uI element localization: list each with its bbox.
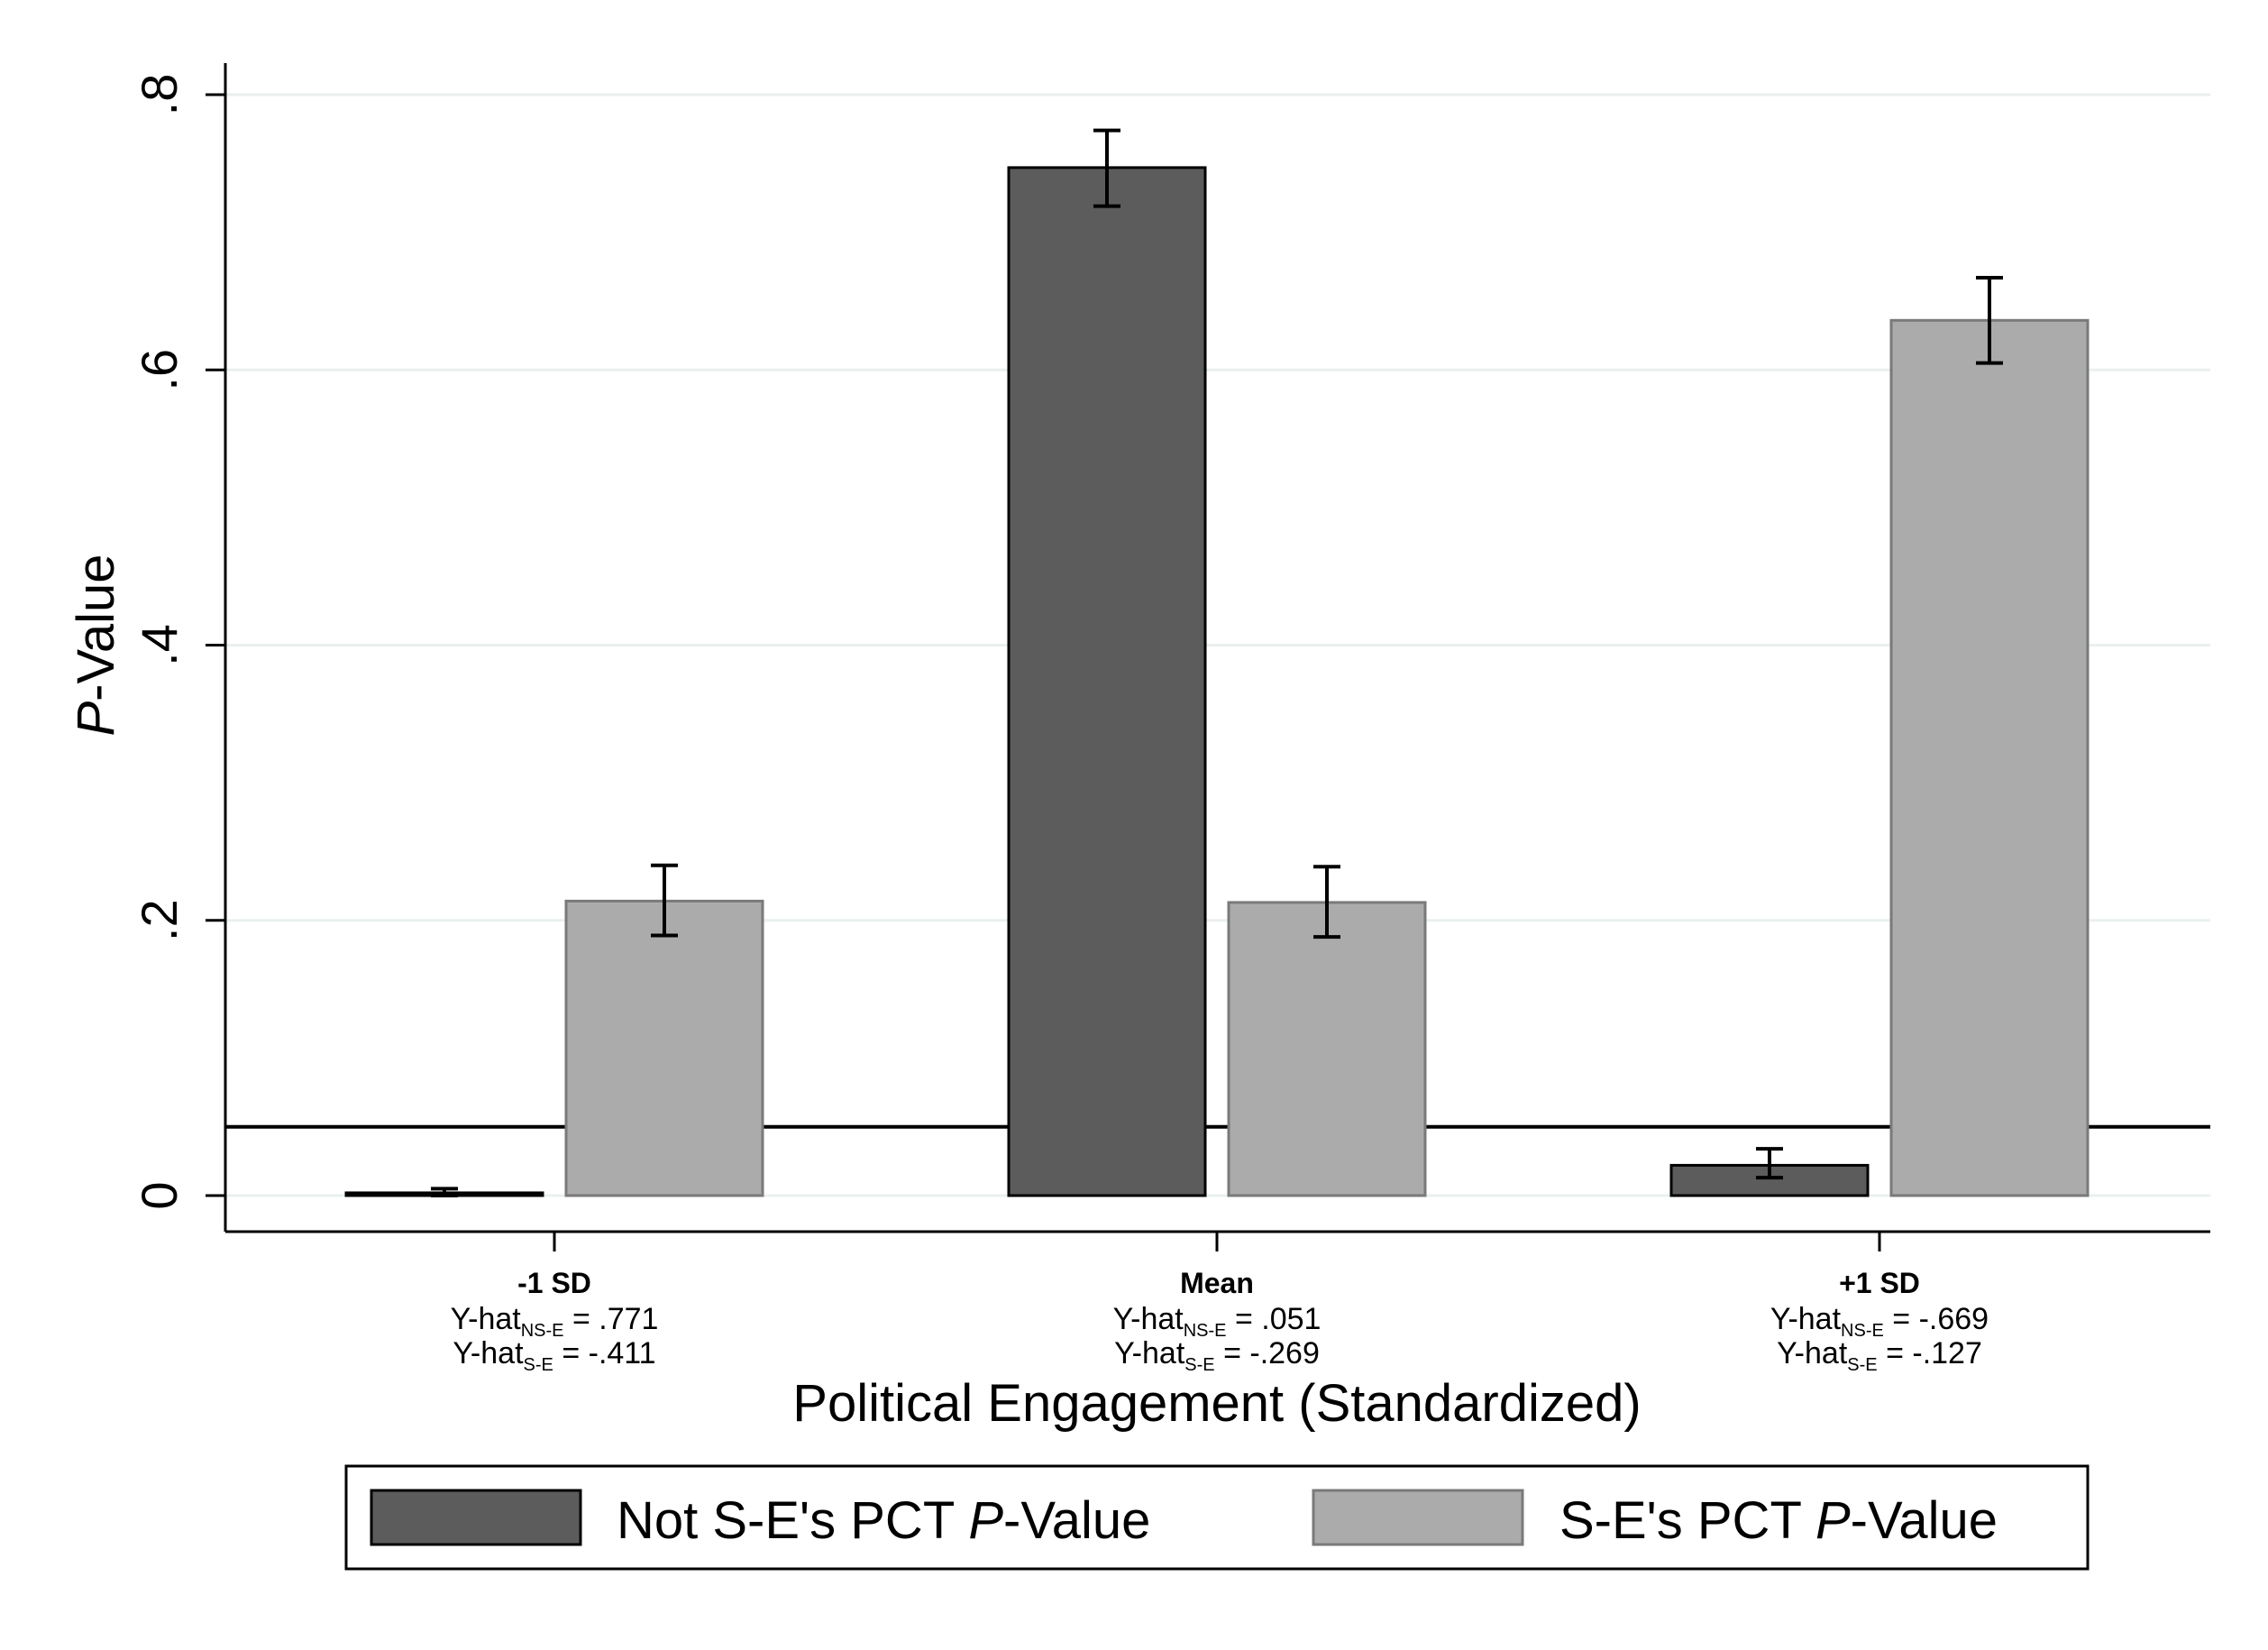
legend-label-not-se: Not S-E's PCT P-Value <box>617 1491 1150 1550</box>
legend-label-not-se-pre: Not S-E's PCT <box>617 1491 968 1550</box>
x-category-label: +1 SD <box>1839 1267 1920 1299</box>
x-category-note-ns-e-sub: NS-E <box>1841 1321 1884 1341</box>
bar <box>1889 318 2090 1197</box>
x-category-note-ns-e-pre: Y-hat <box>1113 1302 1184 1336</box>
y-tick-label: .6 <box>131 349 187 391</box>
x-category-note-ns-e-pre: Y-hat <box>451 1302 522 1336</box>
legend: Not S-E's PCT P-Value S-E's PCT P-Value <box>344 1464 2090 1571</box>
x-category-note-ns-e-pre: Y-hat <box>1770 1302 1842 1336</box>
x-category-note-ns-e: Y-hatNS-E = .051 <box>1113 1302 1321 1341</box>
x-category-note-ns-e-post: = .051 <box>1227 1302 1321 1336</box>
x-category-note-s-e-post: = -.269 <box>1215 1336 1320 1370</box>
legend-box <box>344 1464 2090 1571</box>
grid-lines <box>225 93 2210 1197</box>
legend-label-se: S-E's PCT P-Value <box>1559 1491 1998 1550</box>
x-category-note-ns-e-post: = .771 <box>564 1302 659 1336</box>
y-tick-label: .8 <box>131 74 187 116</box>
x-category-note-s-e-sub: S-E <box>1184 1355 1214 1375</box>
x-category-note-ns-e-sub: NS-E <box>1184 1321 1227 1341</box>
x-category-note-ns-e: Y-hatNS-E = -.669 <box>1770 1302 1989 1341</box>
x-category-note-s-e: Y-hatS-E = -.269 <box>1114 1336 1320 1375</box>
y-axis-label-rest: -Value <box>67 554 125 701</box>
x-category-label: -1 SD <box>517 1267 591 1299</box>
bar <box>564 899 764 1197</box>
x-category-note-s-e-pre: Y-hat <box>1777 1336 1848 1370</box>
legend-swatch-not-se <box>370 1489 582 1546</box>
bar <box>1007 166 1207 1197</box>
error-bars <box>431 128 2003 1197</box>
legend-label-not-se-post: -Value <box>1003 1491 1150 1550</box>
x-category-note-ns-e-post: = -.669 <box>1884 1302 1989 1336</box>
x-category-note-ns-e-sub: NS-E <box>521 1321 564 1341</box>
x-category-note-s-e-sub: S-E <box>1847 1355 1877 1375</box>
legend-label-se-pre: S-E's PCT <box>1559 1491 1815 1550</box>
x-category-note-s-e: Y-hatS-E = -.411 <box>453 1336 655 1375</box>
x-category-note-s-e-post: = -.127 <box>1878 1336 1982 1370</box>
y-tick-label: .2 <box>131 899 187 941</box>
x-category-note-s-e-sub: S-E <box>524 1355 553 1375</box>
legend-label-se-italic: P <box>1815 1491 1851 1550</box>
legend-swatch-se <box>1312 1489 1524 1546</box>
x-category-note-s-e-post: = -.411 <box>553 1336 656 1370</box>
bars <box>344 166 2090 1197</box>
y-tick-label: 0 <box>131 1181 187 1209</box>
y-ticks: 0 .2 .4 .6 .8 <box>131 74 225 1210</box>
x-axis-label: Political Engagement (Standardized) <box>792 1374 1641 1433</box>
y-axis-label: P-Value <box>67 554 125 736</box>
x-category-label: Mean <box>1180 1267 1254 1299</box>
legend-label-se-post: -Value <box>1851 1491 1998 1550</box>
y-tick-label: .4 <box>131 624 187 666</box>
x-category-note-ns-e: Y-hatNS-E = .771 <box>451 1302 659 1341</box>
bar <box>1227 901 1427 1197</box>
x-category-note-s-e: Y-hatS-E = -.127 <box>1777 1336 1982 1375</box>
legend-label-not-se-italic: P <box>968 1491 1003 1550</box>
x-category-note-s-e-pre: Y-hat <box>453 1336 524 1370</box>
y-axis-label-italic: P <box>67 701 125 737</box>
x-category-note-s-e-pre: Y-hat <box>1114 1336 1185 1370</box>
